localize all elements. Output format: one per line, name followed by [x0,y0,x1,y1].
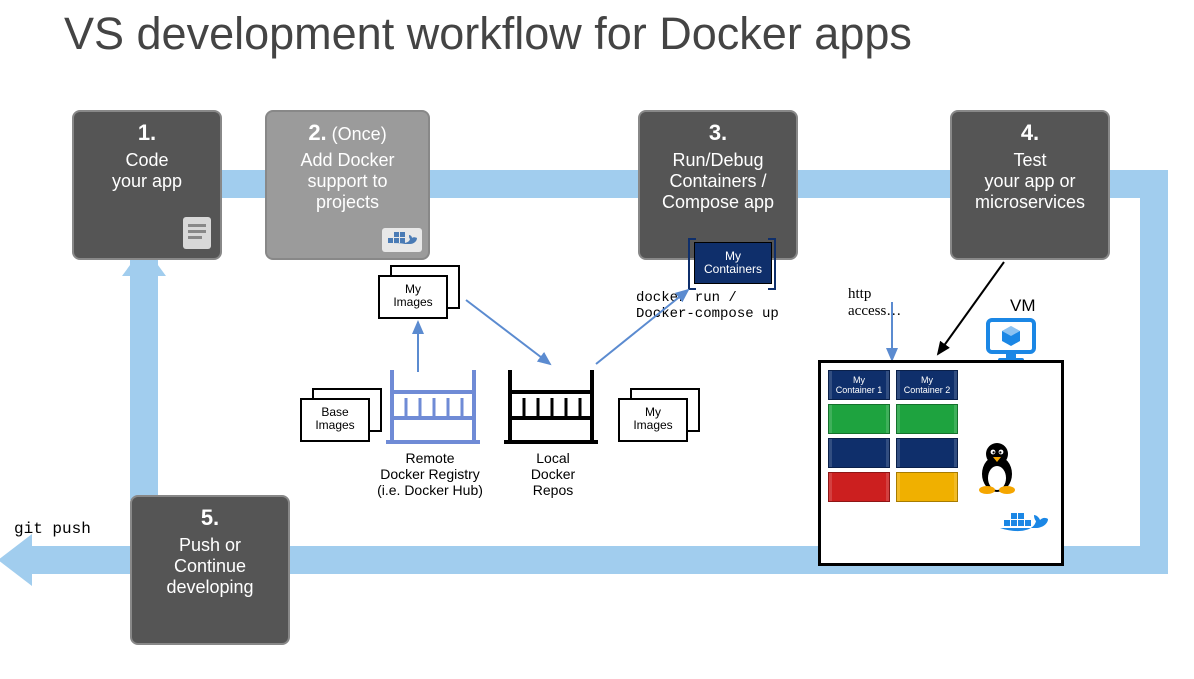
remote-shelf [386,370,480,444]
flow-bar-4 [130,260,158,500]
vm-container-3 [896,404,958,434]
step-2: 2. (Once) Add Dockersupport toprojects [265,110,430,260]
vm-container-0: MyContainer 1 [828,370,890,400]
local-shelf-label: LocalDockerRepos [498,450,608,498]
stack-my-images-top: MyImages [378,265,460,321]
vm-container-2 [828,404,890,434]
git-push-label: git push [14,520,91,538]
vm-label: VM [1010,296,1036,316]
vm-container-1: MyContainer 2 [896,370,958,400]
docker-run-label: docker run /Docker-compose up [636,290,826,322]
flow-arrow-left-bar [22,546,134,574]
docker-whale-icon [998,508,1054,553]
step-4: 4. Testyour app ormicroservices [950,110,1110,260]
stack-my-images-side: MyImages [618,388,700,444]
vm-container-5 [896,438,958,468]
vm-container-4 [828,438,890,468]
flow-arrow-left-head [0,534,34,586]
local-shelf [504,370,598,444]
docker-icon [382,222,422,252]
my-containers-badge: MyContainers [688,242,776,282]
step-1: 1. Codeyour app [72,110,222,260]
step-5: 5. Push orContinuedeveloping [130,495,290,645]
page-title: VS development workflow for Docker apps [64,8,912,60]
http-access-label: httpaccess… [848,286,938,320]
stack-base-images: BaseImages [300,388,382,444]
document-icon [182,216,212,250]
flow-bar-2 [1140,170,1168,574]
remote-shelf-label: RemoteDocker Registry(i.e. Docker Hub) [350,450,510,498]
vm-container-7 [896,472,958,502]
tux-icon [974,440,1020,499]
vm-container-6 [828,472,890,502]
